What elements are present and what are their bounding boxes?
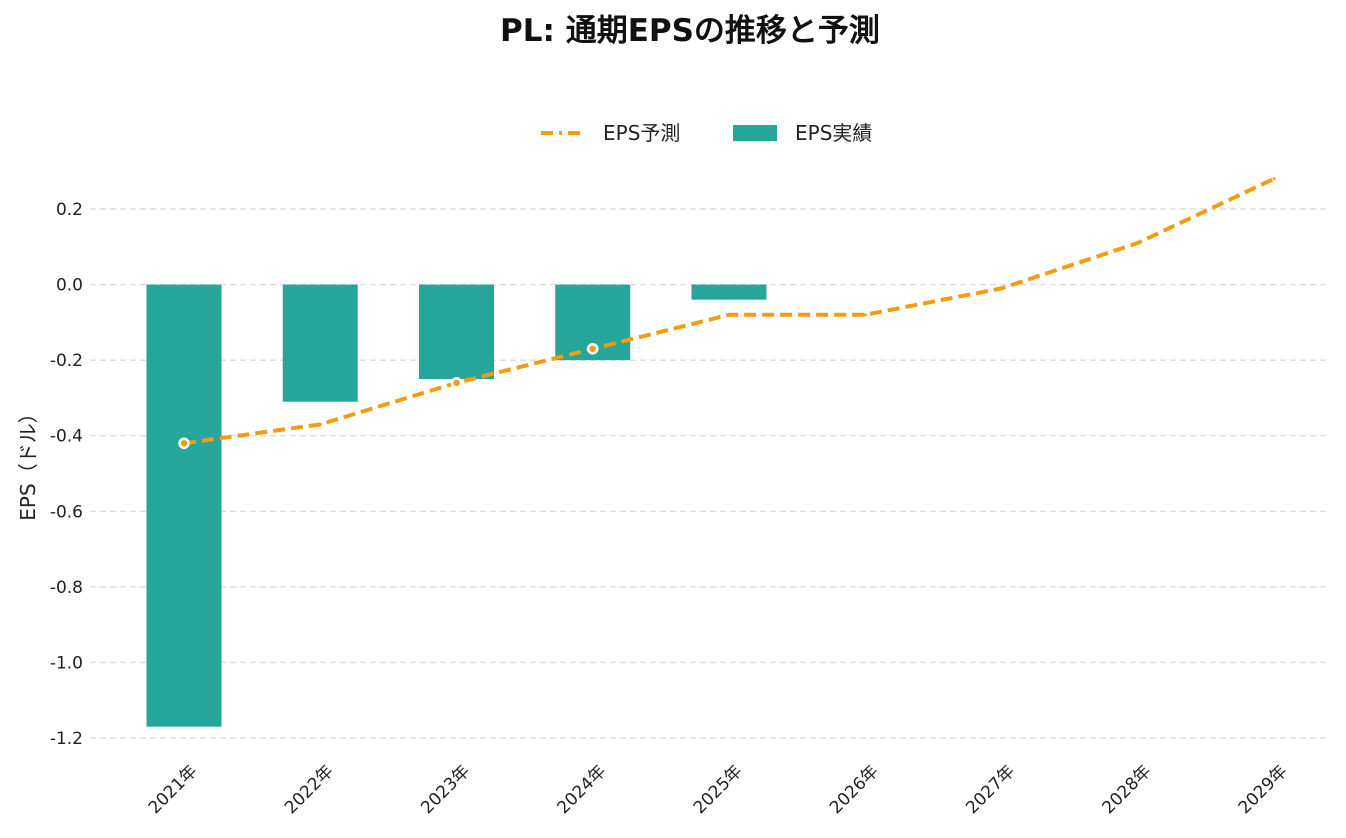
legend: EPS予測 EPS実績 xyxy=(541,121,872,145)
x-tick-label: 2027年 xyxy=(962,761,1019,818)
legend-forecast-label: EPS予測 xyxy=(603,121,680,145)
y-tick-label: 0.0 xyxy=(56,276,83,296)
forecast-point xyxy=(450,377,463,389)
x-tick-label: 2025年 xyxy=(690,761,747,818)
forecast-point xyxy=(318,422,322,426)
forecast-point xyxy=(587,343,599,355)
y-axis-title: EPS（ドル） xyxy=(16,403,40,520)
legend-item-actual: EPS実績 xyxy=(733,121,872,145)
legend-item-forecast: EPS予測 xyxy=(541,121,680,145)
line-series-forecast xyxy=(178,176,1276,450)
y-tick-label: -1.0 xyxy=(50,653,83,673)
y-axis-ticks: -1.2 -1.0 -0.8 -0.6 -0.4 -0.2 0.0 0.2 xyxy=(50,200,83,749)
x-tick-label: 2024年 xyxy=(554,761,611,818)
x-axis-ticks: 2021年 2022年 2023年 2024年 2025年 2026年 2027年 2028年… xyxy=(145,761,1292,818)
legend-actual-label: EPS実績 xyxy=(795,121,872,145)
y-tick-label: -0.2 xyxy=(50,351,83,371)
forecast-point xyxy=(863,313,867,317)
forecast-point xyxy=(1272,177,1276,181)
y-tick-label: -0.4 xyxy=(50,427,83,447)
x-tick-label: 2026年 xyxy=(826,761,883,818)
x-tick-label: 2023年 xyxy=(417,761,474,818)
y-tick-label: -1.2 xyxy=(50,729,83,749)
bar-series-actual xyxy=(146,284,767,727)
chart-title: PL: 通期EPSの推移と予測 xyxy=(500,13,880,49)
forecast-point xyxy=(1000,286,1003,290)
bar-2021年 xyxy=(146,284,222,727)
forecast-point xyxy=(727,313,731,317)
forecast-point xyxy=(1136,241,1140,245)
x-tick-label: 2022年 xyxy=(281,761,338,818)
y-tick-label: -0.8 xyxy=(50,578,83,598)
y-tick-label: 0.2 xyxy=(56,200,83,220)
bar-2022年 xyxy=(282,284,358,402)
y-tick-label: -0.6 xyxy=(50,502,83,522)
x-tick-label: 2021年 xyxy=(145,761,202,818)
x-tick-label: 2028年 xyxy=(1099,761,1156,818)
x-tick-label: 2029年 xyxy=(1235,761,1292,818)
bar-2023年 xyxy=(419,284,494,380)
bar-2025年 xyxy=(691,284,767,300)
forecast-point xyxy=(178,437,190,450)
legend-actual-swatch xyxy=(733,125,777,141)
